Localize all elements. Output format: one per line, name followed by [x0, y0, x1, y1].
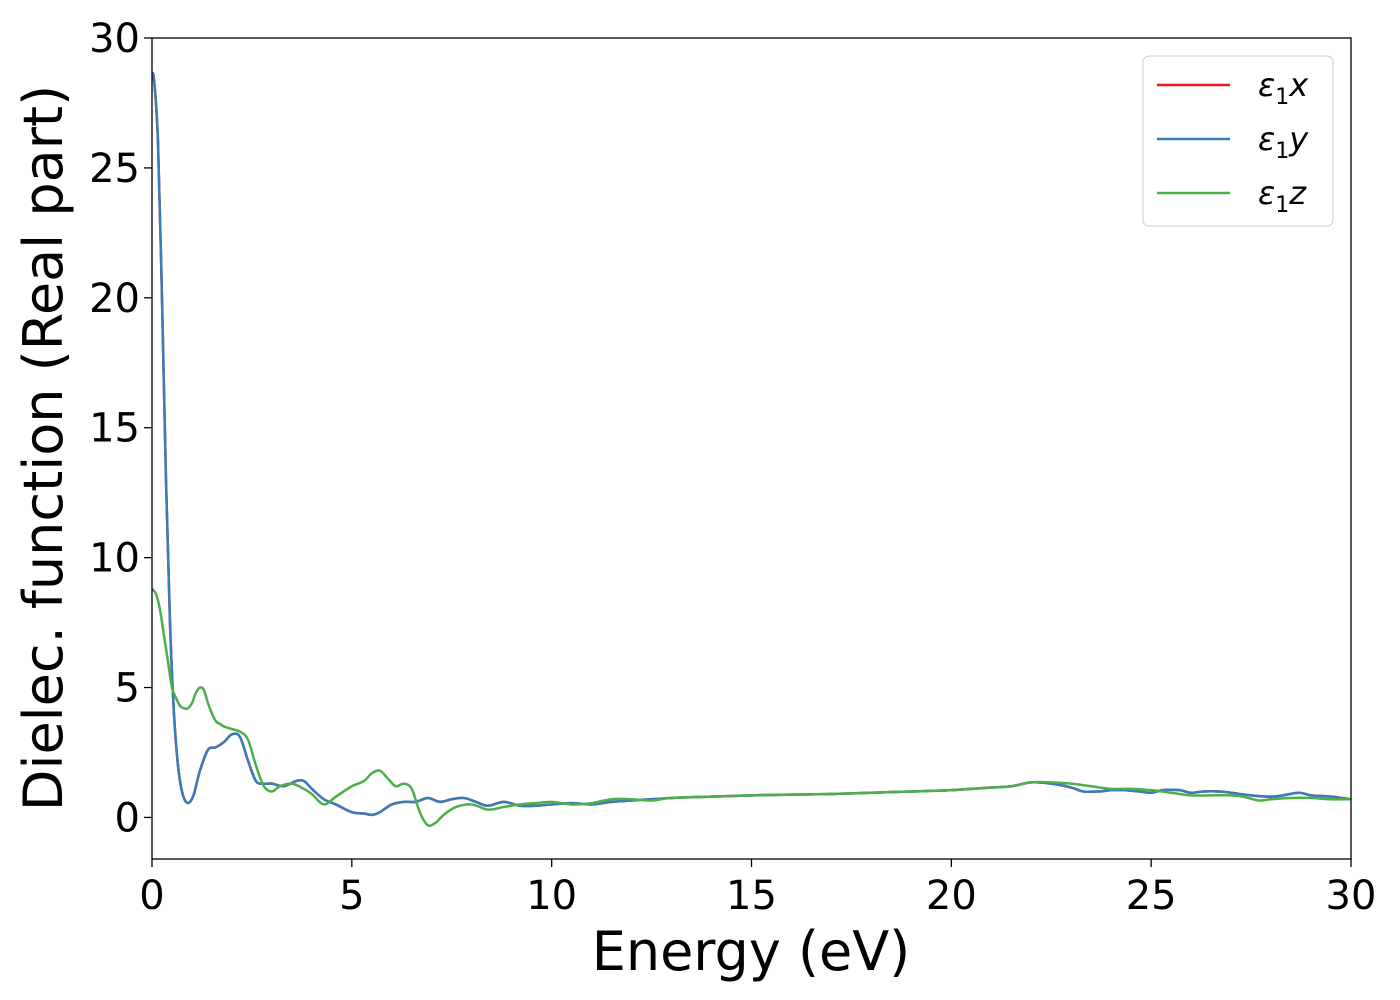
y-tick-label: 0 [115, 795, 140, 841]
x-tick-label: 5 [339, 873, 364, 919]
legend-label: ε1y [1258, 120, 1309, 164]
series-layer [152, 71, 1351, 828]
y-tick-label: 25 [89, 146, 140, 192]
series-eps1-y-line [152, 71, 1351, 817]
x-tick-label: 10 [526, 873, 577, 919]
x-tick-label: 15 [726, 873, 777, 919]
legend: ε1x ε1y ε1z [1142, 55, 1334, 227]
y-axis-label: Dielec. function (Real part) [12, 85, 75, 811]
x-tick-label: 30 [1326, 873, 1377, 919]
y-tick-label: 20 [89, 276, 140, 322]
series-eps1-z-line [152, 587, 1351, 828]
y-tick-label: 15 [89, 406, 140, 452]
legend-label: ε1z [1258, 174, 1307, 218]
x-tick-label: 20 [926, 873, 977, 919]
x-tick-label: 25 [1126, 873, 1177, 919]
y-tick-label: 30 [89, 16, 140, 62]
y-tick-label: 10 [89, 536, 140, 582]
y-axis-ticks: 0 5 10 15 20 25 30 [89, 16, 152, 841]
x-tick-label: 0 [139, 873, 164, 919]
x-axis-label: Energy (eV) [592, 920, 911, 983]
x-axis-ticks: 0 5 10 15 20 25 30 [139, 859, 1376, 919]
legend-box [1142, 55, 1334, 227]
legend-label: ε1x [1258, 66, 1309, 110]
y-tick-label: 5 [115, 666, 140, 712]
